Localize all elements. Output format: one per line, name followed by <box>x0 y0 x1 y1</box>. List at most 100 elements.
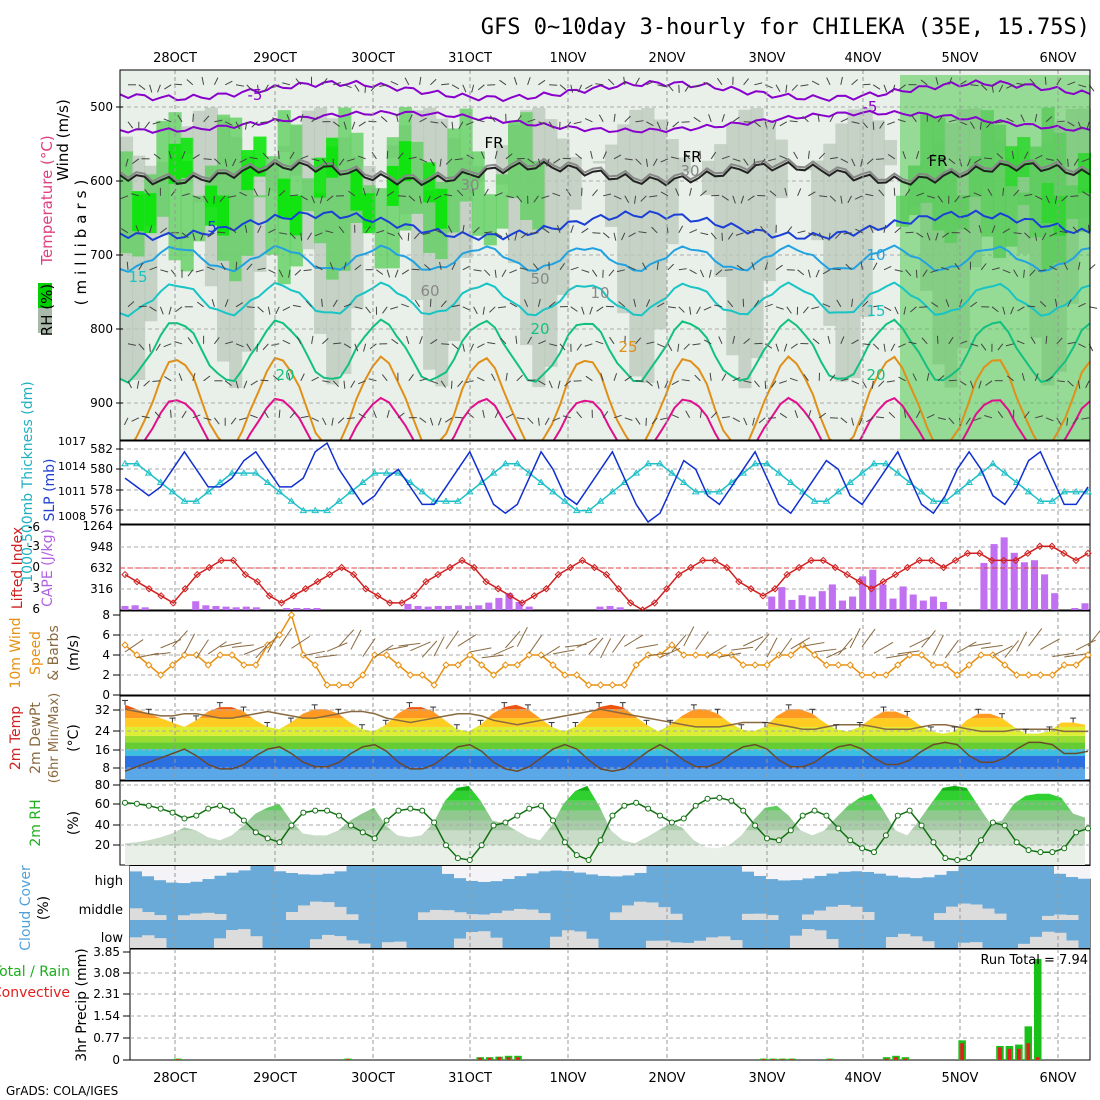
rh-shade-bright <box>423 162 437 203</box>
wind-barb <box>321 417 327 426</box>
wind-barb-10m <box>636 643 658 649</box>
thickness-line <box>125 462 1088 512</box>
wind-barb-10m <box>398 642 421 647</box>
slp-tick-label: 1011 <box>58 485 86 498</box>
lifted-index-marker <box>506 592 514 600</box>
precip-conv-bar <box>175 1059 180 1060</box>
wind-barb <box>565 121 572 129</box>
wind-barb <box>926 413 935 419</box>
cape-bar <box>909 594 917 610</box>
thickness-marker <box>572 506 581 514</box>
wind-barb <box>325 230 334 234</box>
wind-barb <box>192 372 196 381</box>
wind-barb <box>775 306 784 310</box>
wind-barb <box>495 192 503 197</box>
temp-contour-minus5 <box>119 79 1091 103</box>
wind-barb <box>354 343 359 352</box>
wind-barb <box>818 412 827 419</box>
rh-marker <box>157 805 164 812</box>
wind-speed-marker <box>834 661 843 669</box>
wind-speed-marker <box>810 651 819 659</box>
rh-shade <box>835 123 849 382</box>
cape-bar <box>1071 607 1079 610</box>
cape-bar <box>525 606 533 610</box>
cloud-gap <box>802 928 815 948</box>
lifted-index-marker <box>963 549 972 558</box>
temp2m-label-3: (6hr Min/Max) <box>47 693 62 783</box>
wind-speed-marker <box>347 681 355 689</box>
wind-barb <box>886 380 895 383</box>
rh-shade-green <box>192 195 206 242</box>
bottom-date-label: 5NOV <box>942 1071 979 1086</box>
rh-marker <box>871 849 877 856</box>
wind-barb <box>779 412 788 419</box>
cloud-gap <box>958 903 971 920</box>
rh-marker <box>668 819 675 826</box>
wind-barb <box>1006 84 1014 89</box>
lifted-index-marker <box>711 556 719 565</box>
wind-barb <box>570 306 578 312</box>
wind-barb-10m <box>421 640 438 658</box>
wind-barb <box>840 336 845 344</box>
cape-bar <box>919 600 927 610</box>
wind-barb <box>786 306 792 314</box>
cape-tick-label: 948 <box>90 540 113 554</box>
rh-marker <box>835 825 842 832</box>
wind-barb <box>538 380 546 386</box>
wind-barb <box>357 155 366 160</box>
precip-tick-label: 0.77 <box>93 1031 120 1045</box>
wind-barb <box>732 417 741 423</box>
wind-barb <box>192 154 200 160</box>
cloud-gap <box>934 913 947 920</box>
wind-barb <box>159 306 164 315</box>
temp-contour-10 <box>119 244 1091 273</box>
wind-barb-10m <box>861 628 876 647</box>
wind-barb-10m <box>909 636 930 648</box>
wind-barb <box>883 84 888 93</box>
wind-barb <box>365 226 371 234</box>
wind-barb <box>700 190 707 197</box>
wind-barb <box>497 306 507 309</box>
lifted-index-marker <box>759 592 767 600</box>
wind-barb <box>1024 193 1033 197</box>
lifted-index-marker <box>951 556 960 565</box>
cape-bar <box>141 607 149 610</box>
wind-barb <box>1006 117 1014 123</box>
wind-barb <box>386 409 390 418</box>
wind-speed-marker <box>442 661 450 669</box>
wind-barb <box>549 343 558 347</box>
thickness-marker <box>121 459 129 467</box>
wind-barb-10m <box>790 637 810 650</box>
wind-barb <box>1056 417 1062 425</box>
wind-barb <box>437 417 442 426</box>
cloud-gap <box>514 866 527 877</box>
cloud-gap <box>322 866 335 874</box>
lifted-index-marker <box>795 563 803 572</box>
wind-barb <box>888 411 896 419</box>
wind-barb <box>552 417 561 422</box>
wind-barb <box>808 191 816 197</box>
wind-barb-10m <box>457 633 477 647</box>
wind-barb <box>959 80 967 86</box>
wind-barb-10m <box>493 645 514 656</box>
wind-barb <box>584 343 593 347</box>
wind-barb <box>354 264 362 271</box>
thickness-marker <box>216 478 224 485</box>
temp-band <box>125 749 1085 756</box>
thickness-marker <box>656 459 664 467</box>
wind-barb <box>292 304 301 308</box>
wind-barb <box>998 84 1004 93</box>
wind-speed-marker <box>549 661 557 669</box>
cape-bar <box>313 607 321 610</box>
lifted-index-marker <box>590 563 599 572</box>
wind-tick-label: 4 <box>102 648 110 662</box>
wind-speed-marker <box>406 671 415 679</box>
thickness-marker <box>584 506 593 514</box>
wind-barb <box>677 343 680 352</box>
wind-speed-marker <box>573 671 581 679</box>
wind-speed-marker <box>668 641 676 649</box>
thickness-marker <box>1084 487 1092 495</box>
lifted-index-marker <box>819 556 827 565</box>
precip-conv-bar <box>903 1058 908 1060</box>
wind-barb <box>430 339 438 345</box>
